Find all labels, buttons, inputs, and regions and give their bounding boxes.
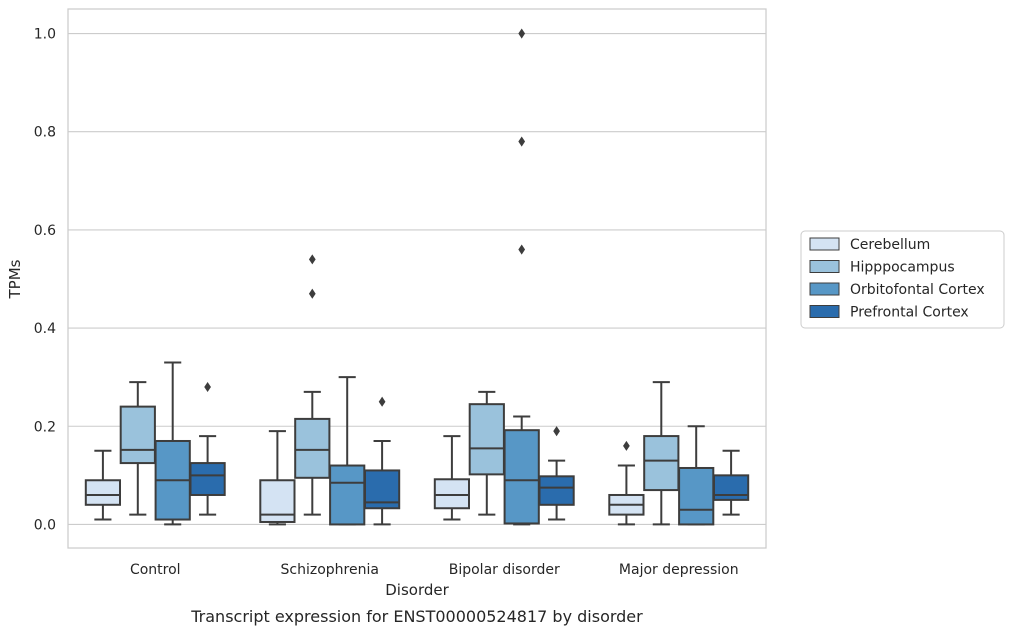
legend: Cerebellum Hipppocampus Orbitofontal Corte…	[800, 230, 1005, 329]
box-body	[503, 429, 540, 525]
outlier-marker	[553, 426, 560, 437]
y-tick-label: 0.4	[34, 321, 56, 337]
legend-swatch	[809, 237, 840, 251]
box-body	[189, 462, 226, 496]
legend-label: Cerebellum	[850, 237, 930, 253]
outlier-marker	[204, 381, 211, 393]
outlier-marker	[518, 28, 526, 39]
box-3-0	[608, 440, 645, 526]
box-0-1	[119, 381, 156, 516]
box-0-0	[84, 449, 122, 521]
box-1-0	[259, 430, 296, 526]
x-tick-label: Major depression	[619, 562, 739, 578]
x-axis-ticks: Control Schizophrenia Bipolar disorder Majo…	[130, 562, 739, 578]
x-tick-label: Schizophrenia	[281, 562, 379, 578]
grid-lines	[68, 32, 766, 525]
box-body	[678, 466, 715, 526]
legend-swatch	[809, 260, 840, 273]
legend-swatch	[809, 282, 840, 296]
outlier-marker	[518, 136, 526, 147]
y-tick-label: 0.8	[34, 125, 56, 141]
box-2-0	[433, 435, 471, 521]
box-1-2	[329, 376, 366, 526]
box-0-2	[154, 361, 191, 526]
legend-label: Orbitofontal Cortex	[850, 282, 985, 298]
box-body	[259, 479, 296, 523]
plot-frame	[67, 8, 767, 549]
box-2-3	[538, 426, 575, 521]
y-tick-label: 0.0	[34, 517, 56, 533]
box-body	[712, 474, 750, 501]
outlier-marker	[623, 440, 630, 451]
chart-caption: Transcript expression for ENST0000052481…	[190, 607, 643, 626]
x-tick-label: Control	[130, 562, 181, 578]
x-tick-label: Bipolar disorder	[449, 562, 560, 578]
box-body	[329, 464, 366, 526]
box-2-1	[468, 390, 505, 516]
box-3-3	[712, 449, 750, 516]
box-0-3	[189, 381, 226, 516]
box-body	[84, 479, 122, 506]
box-body	[119, 405, 156, 465]
box-body	[433, 478, 471, 510]
legend-swatch	[809, 305, 840, 318]
y-tick-label: 1.0	[34, 27, 56, 43]
box-body	[643, 435, 680, 492]
outlier-marker	[308, 254, 316, 265]
legend-label: Prefrontal Cortex	[850, 305, 969, 321]
outlier-marker	[518, 244, 526, 255]
y-tick-label: 0.2	[34, 419, 56, 435]
outlier-marker	[378, 396, 386, 407]
y-axis-label: TPMs	[6, 259, 24, 299]
box-body	[294, 417, 331, 479]
y-axis-ticks: 0.0 0.2 0.4 0.6 0.8 1.0	[34, 27, 56, 534]
box-3-1	[643, 381, 680, 526]
box-1-3	[363, 396, 401, 526]
y-tick-label: 0.6	[34, 223, 56, 239]
box-1-1	[294, 254, 331, 516]
box-series	[84, 28, 750, 526]
box-3-2	[678, 425, 715, 526]
outlier-marker	[308, 288, 316, 299]
box-body	[538, 475, 575, 506]
legend-label: Hipppocampus	[850, 260, 955, 276]
box-body	[468, 403, 505, 476]
legend-frame	[800, 230, 1005, 329]
x-axis-label: Disorder	[385, 581, 449, 599]
